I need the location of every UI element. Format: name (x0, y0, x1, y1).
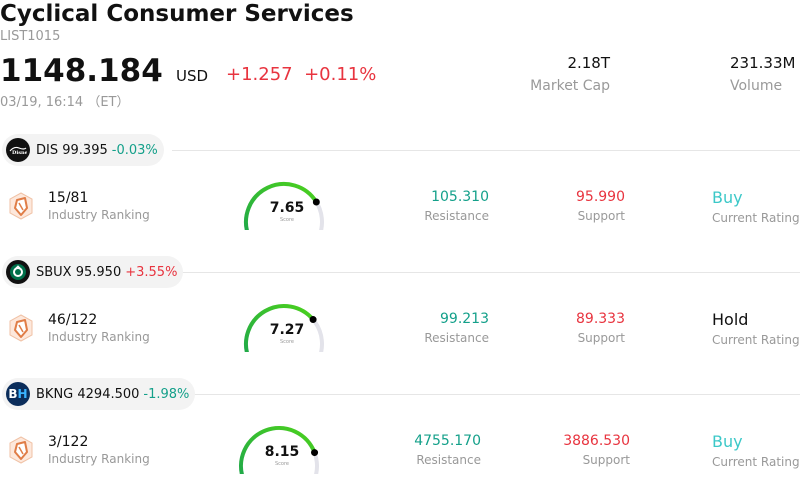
score-value: 7.65 (269, 200, 305, 216)
price-change: +1.257 +0.11% (226, 64, 376, 85)
resistance-value: 4755.170 (414, 433, 481, 449)
resistance-value: 99.213 (440, 311, 489, 327)
stock-change: +3.55% (125, 264, 178, 280)
ticker: BKNG (36, 386, 74, 402)
current-rating: Buy (712, 432, 743, 451)
timestamp: 03/19, 16:14 （ET） (0, 95, 130, 110)
current-rating-label: Current Rating (712, 211, 800, 225)
volume-value: 231.33M (730, 54, 796, 72)
current-rating: Buy (712, 188, 743, 207)
score-gauge: 7.27 Score (242, 302, 332, 359)
score-label: Score (274, 461, 289, 467)
market-cap-value: 2.18T (567, 54, 610, 72)
stock-price: 4294.500 (77, 386, 140, 402)
score-gauge: 7.65 Score (242, 180, 332, 237)
resistance-label: Resistance (424, 331, 489, 345)
score-value: 8.15 (264, 444, 300, 460)
index-price: 1148.184 (0, 53, 163, 89)
ticker: DIS (36, 142, 59, 158)
row-divider (172, 272, 800, 273)
support-label: Support (582, 453, 630, 467)
support-value: 3886.530 (563, 433, 630, 449)
stock-change: -1.98% (143, 386, 190, 402)
stock-chip[interactable]: B H BKNG 4294.500 -1.98% (2, 378, 196, 410)
ticker: SBUX (36, 264, 72, 280)
support-label: Support (577, 209, 625, 223)
resistance-label: Resistance (424, 209, 489, 223)
resistance-label: Resistance (416, 453, 481, 467)
market-cap-label: Market Cap (530, 78, 610, 94)
score-label: Score (279, 339, 294, 345)
ranking-label: Industry Ranking (48, 452, 150, 466)
score-label: Score (279, 217, 294, 223)
stock-price: 95.950 (75, 264, 122, 280)
volume-label: Volume (730, 78, 783, 94)
current-rating-label: Current Rating (712, 455, 800, 469)
stock-change: -0.03% (111, 142, 158, 158)
ranking-shield-icon (8, 192, 34, 220)
ranking-label: Industry Ranking (48, 208, 150, 222)
support-label: Support (577, 331, 625, 345)
current-rating: Hold (712, 310, 749, 329)
ranking-label: Industry Ranking (48, 330, 150, 344)
stock-price: 99.395 (62, 142, 108, 158)
ranking-shield-icon (8, 436, 34, 464)
ranking-value: 46/122 (48, 312, 98, 328)
change-percent: +0.11% (304, 64, 377, 85)
support-value: 95.990 (576, 189, 625, 205)
change-value: +1.257 (226, 64, 293, 85)
index-code: LIST1015 (0, 29, 61, 44)
score-value: 7.27 (269, 322, 305, 338)
stock-chip[interactable]: SBUX 95.950 +3.55% (2, 256, 184, 288)
stock-chip[interactable]: Disney DIS 99.395-0.03% (2, 134, 164, 166)
starbucks-logo-icon (6, 260, 30, 284)
disney-logo-icon: Disney (6, 138, 30, 162)
current-rating-label: Current Rating (712, 333, 800, 347)
ranking-shield-icon (8, 314, 34, 342)
row-divider (172, 150, 800, 151)
page-title: Cyclical Consumer Services (0, 1, 354, 27)
resistance-value: 105.310 (431, 189, 489, 205)
score-gauge: 8.15 Score (237, 424, 327, 481)
currency-label: USD (176, 67, 209, 85)
ranking-value: 15/81 (48, 190, 89, 206)
svg-text:Disney: Disney (12, 150, 27, 155)
row-divider (172, 394, 800, 395)
support-value: 89.333 (576, 311, 625, 327)
ranking-value: 3/122 (48, 434, 89, 450)
